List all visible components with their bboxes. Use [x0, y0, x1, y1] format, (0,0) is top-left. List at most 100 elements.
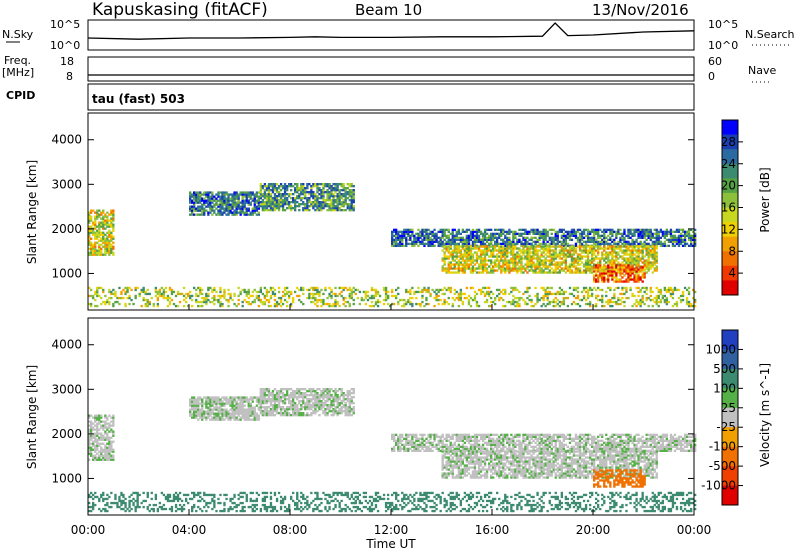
heatmap-cell: [593, 236, 596, 240]
heatmap-cell: [316, 304, 319, 308]
heatmap-cell: [479, 251, 483, 254]
heatmap-cell: [665, 288, 669, 292]
heatmap-cell: [279, 507, 283, 511]
heatmap-cell: [576, 236, 580, 240]
heatmap-cell: [522, 247, 525, 250]
heatmap-cell: [441, 232, 444, 236]
heatmap-cell: [611, 274, 614, 277]
heatmap-cell: [112, 241, 115, 244]
heatmap-cell: [589, 269, 592, 272]
heatmap-cell: [207, 197, 210, 200]
heatmap-cell: [669, 228, 673, 232]
heatmap-cell: [96, 217, 99, 220]
heatmap-cell: [104, 503, 107, 507]
heatmap-cell: [473, 236, 477, 240]
heatmap-cell: [607, 257, 610, 260]
heatmap-cell: [197, 195, 200, 198]
heatmap-cell: [203, 209, 206, 212]
heatmap-cell: [235, 197, 238, 200]
heatmap-cell: [251, 193, 254, 196]
heatmap-cell: [609, 300, 612, 304]
heatmap-cell: [619, 268, 622, 271]
heatmap-cell: [219, 195, 222, 198]
heatmap-cell: [203, 197, 206, 200]
heatmap-cell: [510, 247, 513, 250]
heatmap-cell: [209, 191, 212, 194]
heatmap-cell: [639, 290, 642, 294]
heatmap-cell: [176, 495, 180, 499]
heatmap-cell: [613, 242, 616, 246]
heatmap-cell: [572, 259, 576, 262]
heatmap-cell: [364, 499, 368, 503]
heatmap-cell: [271, 505, 275, 509]
heatmap-cell: [110, 231, 113, 234]
heatmap-cell: [488, 286, 491, 290]
heatmap-cell: [283, 286, 287, 290]
heatmap-cell: [677, 236, 681, 240]
heatmap-cell: [455, 296, 458, 300]
heatmap-cell: [302, 187, 305, 190]
heatmap-cell: [265, 203, 269, 206]
heatmap-cell: [607, 302, 610, 306]
heatmap-cell: [427, 232, 430, 236]
heatmap-cell: [281, 290, 285, 294]
heatmap-cell: [342, 201, 345, 204]
heatmap-cell: [180, 507, 184, 511]
heatmap-cell: [576, 296, 580, 300]
heatmap-cell: [673, 286, 677, 290]
heatmap-cell: [96, 235, 99, 238]
heatmap-cell: [566, 296, 570, 300]
heatmap-cell: [233, 199, 236, 202]
heatmap-cell: [425, 298, 428, 302]
heatmap-cell: [570, 234, 574, 238]
heatmap-cell: [384, 288, 388, 292]
heatmap-cell: [586, 302, 590, 306]
heatmap-cell: [277, 193, 281, 196]
heatmap-cell: [433, 236, 436, 240]
heatmap-cell: [653, 245, 656, 248]
heatmap-cell: [88, 495, 91, 499]
heatmap-cell: [572, 253, 576, 256]
heatmap-cell: [661, 234, 665, 238]
heatmap-cell: [401, 230, 404, 234]
heatmap-cell: [461, 292, 465, 296]
heatmap-cell: [621, 234, 624, 238]
heatmap-cell: [611, 296, 614, 300]
heatmap-cell: [138, 505, 141, 509]
heatmap-cell: [435, 238, 438, 242]
heatmap-cell: [562, 251, 566, 254]
heatmap-cell: [443, 255, 446, 258]
heatmap-cell: [104, 243, 107, 246]
heatmap-cell: [195, 197, 198, 200]
heatmap-cell: [259, 509, 263, 513]
heatmap-cell: [346, 495, 349, 499]
heatmap-cell: [526, 230, 529, 234]
heatmap-cell: [483, 253, 487, 256]
heatmap-cell: [536, 232, 539, 236]
heatmap-cell: [443, 242, 446, 246]
heatmap-cell: [247, 288, 250, 292]
heatmap-cell: [318, 193, 321, 196]
heatmap-cell: [259, 191, 263, 194]
heatmap-cell: [247, 213, 250, 216]
heatmap-cell: [597, 276, 600, 279]
heatmap-cell: [279, 296, 283, 300]
heatmap-cell: [570, 265, 574, 268]
heatmap-cell: [352, 199, 355, 202]
heatmap-cell: [455, 263, 458, 266]
heatmap-cell: [374, 505, 378, 509]
heatmap-cell: [312, 205, 315, 208]
heatmap-cell: [269, 503, 273, 507]
heatmap-cell: [629, 232, 632, 236]
heatmap-cell: [485, 228, 489, 232]
heatmap-cell: [560, 302, 564, 306]
heatmap-cell: [290, 197, 293, 200]
heatmap-cell: [542, 296, 545, 300]
heatmap-cell: [502, 240, 505, 244]
heatmap-cell: [279, 205, 283, 208]
heatmap-cell: [643, 228, 646, 232]
heatmap-cell: [275, 187, 279, 190]
heatmap-cell: [536, 228, 539, 232]
heatmap-cell: [425, 236, 428, 240]
